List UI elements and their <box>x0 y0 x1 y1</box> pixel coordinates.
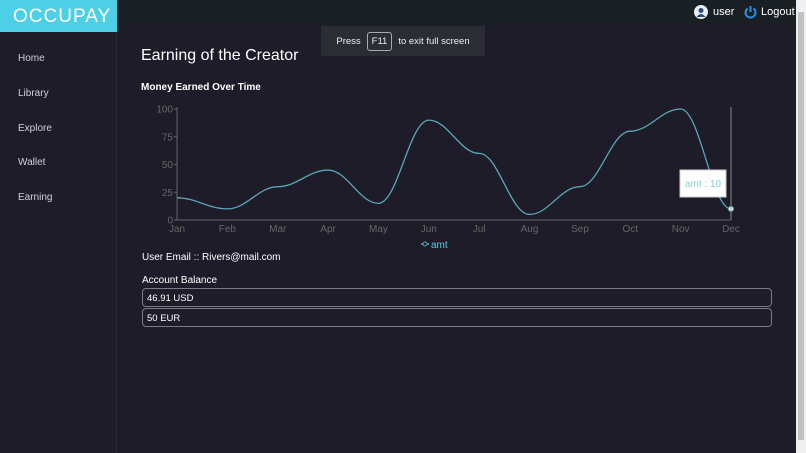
user-avatar-icon <box>694 5 708 19</box>
logout-button[interactable]: Logout <box>744 5 795 19</box>
page-title: Earning of the Creator <box>141 47 299 64</box>
x-tick-label: Jan <box>169 224 185 235</box>
y-tick-label: 50 <box>162 160 174 171</box>
earnings-line-chart: 0 25 50 75 100 Jan Feb Mar Apr May Jun Jul Aug Sep Oct… <box>156 105 740 252</box>
y-tick-label: 0 <box>167 216 173 227</box>
x-tick-label: Oct <box>622 224 638 235</box>
sidebar-item-library[interactable]: Library <box>18 88 49 99</box>
balance-usd-field[interactable]: 46.91 USD <box>142 288 772 307</box>
sidebar-item-explore[interactable]: Explore <box>18 123 52 134</box>
fullscreen-notice: Press F11 to exit full screen <box>321 26 485 56</box>
x-tick-label: Nov <box>672 224 690 235</box>
legend-icon-dot <box>422 241 428 247</box>
sidebar-item-wallet[interactable]: Wallet <box>18 157 46 168</box>
balance-label: Account Balance <box>142 275 218 286</box>
notice-suffix: to exit full screen <box>398 35 470 47</box>
logo[interactable]: OCCUPAY <box>0 0 117 32</box>
series-line-amt <box>176 108 732 216</box>
x-tick-label: Aug <box>521 224 539 235</box>
notice-prefix: Press <box>336 35 361 47</box>
tooltip-label: amt : 10 <box>685 179 722 190</box>
top-bar <box>117 0 796 26</box>
user-email: User Email :: Rivers@mail.com <box>142 252 281 263</box>
chart-title: Money Earned Over Time <box>141 82 261 93</box>
x-tick-label: Jun <box>421 224 437 235</box>
x-tick-label: Mar <box>269 224 287 235</box>
logout-label: Logout <box>761 6 795 18</box>
x-tick-label: May <box>369 224 388 235</box>
sidebar: Home Library Explore Wallet Earning <box>0 32 117 453</box>
user-menu[interactable]: user <box>694 5 734 19</box>
y-tick-label: 100 <box>156 105 173 116</box>
user-label: user <box>713 6 735 18</box>
sidebar-item-home[interactable]: Home <box>18 53 45 64</box>
x-tick-label: Sep <box>571 224 589 235</box>
x-tick-label: Dec <box>722 224 740 235</box>
notice-key: F11 <box>366 31 393 51</box>
tooltip-box <box>679 169 727 198</box>
y-tick-label: 75 <box>162 132 174 143</box>
power-icon <box>744 6 757 19</box>
x-tick-label: Apr <box>320 224 336 235</box>
x-tick-label: Feb <box>219 224 237 235</box>
balance-eur-field[interactable]: 50 EUR <box>142 308 772 327</box>
legend-label-amt: amt <box>431 240 448 251</box>
y-tick-label: 25 <box>162 188 174 199</box>
x-tick-label: Jul <box>473 224 486 235</box>
sidebar-item-earning[interactable]: Earning <box>18 192 53 203</box>
scrollbar-thumb[interactable] <box>798 12 804 440</box>
